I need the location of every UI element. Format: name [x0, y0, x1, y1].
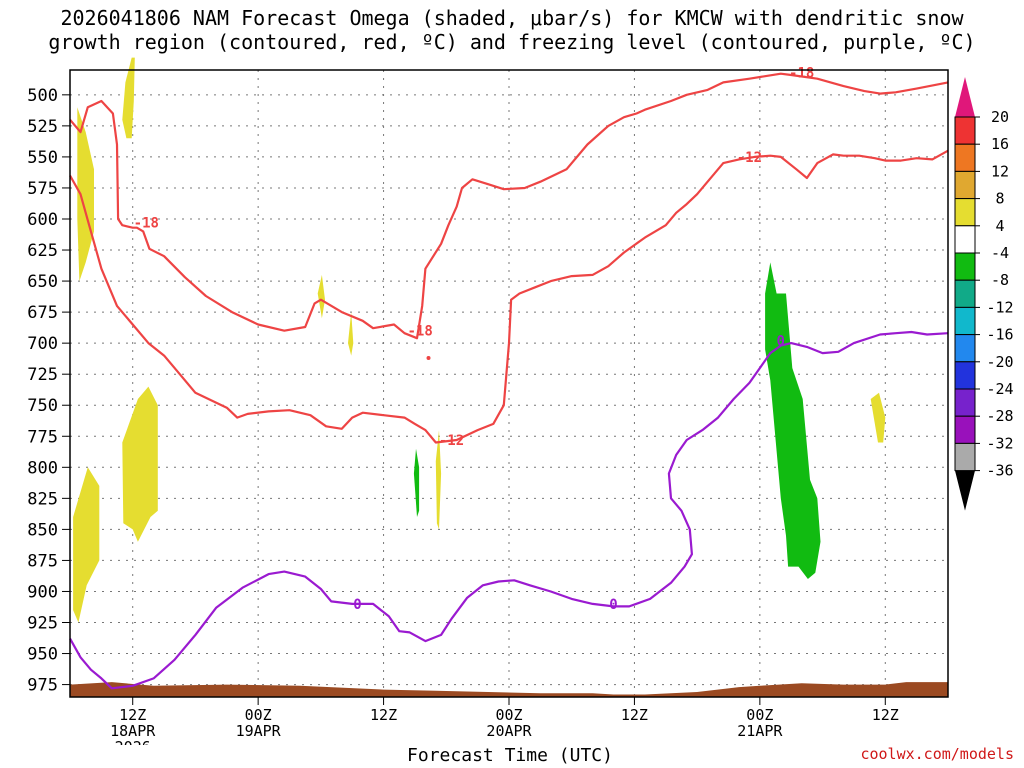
y-tick-label: 775 [27, 427, 58, 447]
colorbar-top-arrow [955, 77, 975, 117]
x-tick-label: 18APR [110, 722, 156, 740]
omega-shade-area [317, 274, 325, 319]
contour-layer: -18 -12 0 -18 -18 -12 0 0 [69, 65, 949, 690]
y-tick-label: 550 [27, 148, 58, 168]
colorbar-band [954, 225, 976, 254]
omega-shade-area [122, 57, 135, 139]
colorbar-label: -12 [986, 298, 1013, 316]
omega-shade-area [77, 107, 94, 282]
colorbar: 20 16 12 8 4 -4 -8 -12 -16 -20 -24 -28 -32 -36 [954, 77, 1014, 511]
grid-layer [70, 70, 948, 697]
y-tick-label: 950 [27, 645, 58, 665]
y-tick-label: 750 [27, 396, 58, 416]
x-tick-label: 21APR [737, 722, 783, 740]
contour-label: 0 [353, 597, 361, 613]
colorbar-band [954, 279, 976, 308]
x-tick-label: 2026 [115, 738, 151, 745]
omega-shade-area [122, 386, 158, 542]
colorbar-band [954, 442, 976, 472]
plot-frame [69, 69, 949, 698]
y-tick-label: 900 [27, 582, 58, 602]
x-tick-label: 12Z [621, 706, 648, 724]
y-tick-label: 875 [27, 551, 58, 571]
colorbar-label: -36 [986, 462, 1013, 480]
colorbar-band [954, 116, 976, 145]
contour-label: -12 [737, 150, 762, 166]
dgz-18-contour [69, 72, 949, 340]
ground-surface [70, 682, 948, 697]
colorbar-band [954, 415, 976, 444]
x-tick-label: 19APR [236, 722, 282, 740]
colorbar-bottom-arrow [955, 470, 975, 511]
chart-title: 2026041806 NAM Forecast Omega (shaded, μ… [48, 6, 976, 54]
colorbar-band [954, 143, 976, 172]
contour-dot [426, 356, 431, 361]
colorbar-label: -20 [986, 353, 1013, 371]
colorbar-label: -16 [986, 326, 1013, 344]
y-tick-label: 575 [27, 179, 58, 199]
colorbar-label: -28 [986, 407, 1013, 425]
x-tick-label: 12Z [119, 706, 146, 724]
contour-label: -18 [134, 216, 159, 232]
x-tick-label: 12Z [370, 706, 397, 724]
y-tick-label: 725 [27, 365, 58, 385]
freezing-0-contour [69, 330, 949, 690]
x-axis-label: Forecast Time (UTC) [407, 745, 613, 766]
colorbar-label: 4 [995, 217, 1004, 235]
colorbar-label: 8 [995, 190, 1004, 208]
colorbar-band [954, 388, 976, 417]
colorbar-band [954, 252, 976, 281]
colorbar-label: 20 [991, 108, 1009, 126]
contour-label: -18 [408, 324, 433, 340]
colorbar-label: 16 [991, 135, 1009, 153]
y-tick-label: 625 [27, 241, 58, 261]
colorbar-label: -32 [986, 434, 1013, 452]
colorbar-label: -4 [991, 244, 1009, 262]
y-tick-label: 650 [27, 272, 58, 292]
credit-text: coolwx.com/models [860, 745, 1014, 763]
x-tick-label: 00Z [495, 706, 522, 724]
y-tick-label: 500 [27, 86, 58, 106]
dgz-12-contour [69, 149, 949, 444]
axes-layer: 500 525 550 575 600 625 650 675 700 725 750 775 800 8… [27, 69, 949, 745]
colorbar-label: 12 [991, 162, 1009, 180]
y-tick-label: 975 [27, 676, 58, 696]
omega-shade-area [73, 467, 100, 623]
omega-shade-area [870, 392, 886, 443]
x-tick-label: 00Z [746, 706, 773, 724]
y-tick-label: 850 [27, 520, 58, 540]
contour-label: -12 [439, 433, 464, 449]
x-tick-label: 00Z [245, 706, 272, 724]
omega-shade-area [435, 430, 442, 530]
colorbar-label: -8 [991, 271, 1009, 289]
y-tick-label: 600 [27, 210, 58, 230]
y-tick-label: 825 [27, 489, 58, 509]
omega-time-height-chart: -18 -12 0 -18 -18 -12 0 0 500 525 550 575 600 625 650… [27, 57, 1014, 745]
y-tick-label: 525 [27, 117, 58, 137]
y-tick-label: 800 [27, 458, 58, 478]
colorbar-band [954, 306, 976, 336]
colorbar-band [954, 361, 976, 390]
colorbar-band [954, 198, 976, 227]
contour-label: 0 [777, 334, 785, 350]
contour-label: -18 [789, 65, 814, 81]
ground-layer [70, 682, 948, 697]
contour-label: 0 [609, 597, 617, 613]
x-tick-label: 20APR [486, 722, 532, 740]
omega-shading-layer [73, 57, 886, 623]
colorbar-band [954, 170, 976, 200]
y-tick-label: 925 [27, 614, 58, 634]
colorbar-band [954, 334, 976, 363]
y-tick-label: 700 [27, 334, 58, 354]
colorbar-label: -24 [986, 380, 1013, 398]
y-tick-label: 675 [27, 303, 58, 323]
omega-shade-area [348, 312, 354, 356]
x-tick-label: 12Z [872, 706, 899, 724]
omega-shade-area [765, 262, 821, 579]
omega-shade-area [413, 448, 420, 517]
